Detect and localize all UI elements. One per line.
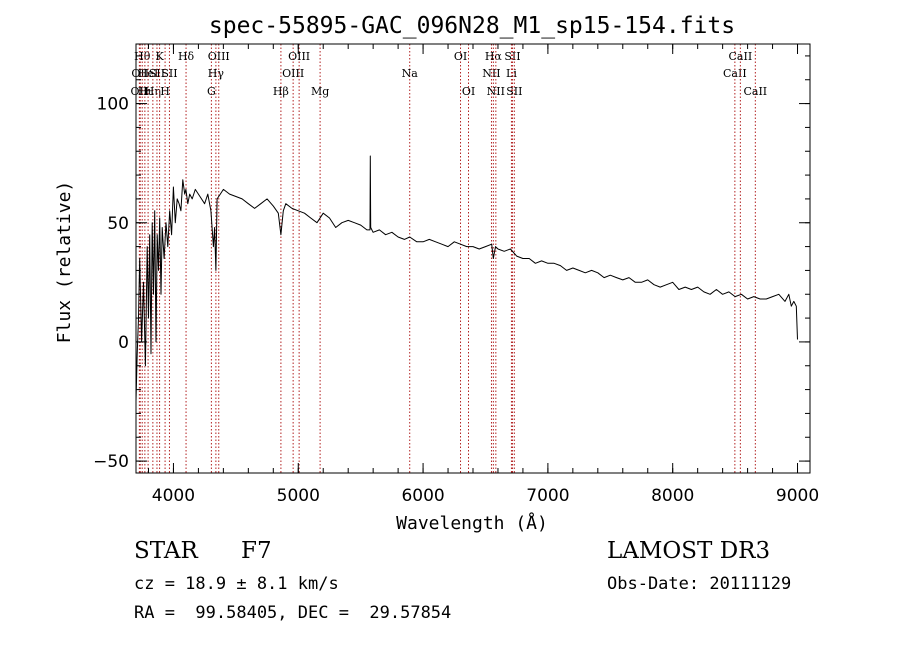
line-marker-label: Hβ xyxy=(273,85,289,98)
chart-title: spec-55895-GAC_096N28_M1_sp15-154.fits xyxy=(209,13,735,39)
line-marker-label: Hγ xyxy=(208,67,225,80)
line-markers: OIIOIIHθHιHeIHηSIIKHSIIHδGHγOIIIHβOIIIOI… xyxy=(131,44,767,473)
line-marker-label: Mg xyxy=(311,85,329,98)
x-tick-label: 4000 xyxy=(152,486,195,506)
line-marker-label: OIII xyxy=(208,50,230,63)
x-tick-label: 7000 xyxy=(526,486,569,506)
line-marker-label: Li xyxy=(506,67,517,80)
x-axis-label: Wavelength (Å) xyxy=(396,512,548,534)
y-tick-label: 100 xyxy=(97,95,129,115)
x-tick-label: 6000 xyxy=(401,486,444,506)
line-marker-label: SII xyxy=(506,85,522,98)
y-tick-label: 50 xyxy=(107,214,129,234)
line-marker-label: Hδ xyxy=(178,50,195,63)
line-marker-label: CaII xyxy=(743,85,767,98)
line-marker-label: CaII xyxy=(723,67,747,80)
velocity-readout: cz = 18.9 ± 8.1 km/s xyxy=(134,574,339,594)
object-class: STAR xyxy=(134,538,198,564)
line-marker-label: H xyxy=(160,85,170,98)
series-layer xyxy=(135,155,798,402)
line-marker-label: Hα xyxy=(485,50,503,63)
line-marker-label: NII xyxy=(482,67,500,80)
axes: 4000 5000 6000 7000 8000 9000 −50 0 50 100 xyxy=(93,43,819,506)
line-marker-label: SII xyxy=(161,67,177,80)
line-marker-label: SII xyxy=(504,50,520,63)
line-marker-label: SII xyxy=(149,67,165,80)
coordinates: RA = 99.58405, DEC = 29.57854 xyxy=(134,603,452,623)
plot-frame xyxy=(135,43,811,474)
line-marker-label: CaII xyxy=(729,50,753,63)
y-axis-label: Flux (relative) xyxy=(54,181,75,344)
line-marker-label: NII xyxy=(487,85,505,98)
object-subclass: F7 xyxy=(241,538,272,564)
x-tick-label: 8000 xyxy=(651,486,694,506)
y-tick-label: −50 xyxy=(93,452,129,472)
line-marker-label: OI xyxy=(454,50,467,63)
line-marker-label: OIII xyxy=(288,50,310,63)
x-tick-label: 5000 xyxy=(277,486,320,506)
line-marker-label: OII xyxy=(131,85,149,98)
survey-name: LAMOST DR3 xyxy=(607,538,771,564)
line-marker-label: K xyxy=(155,50,164,63)
spectrum-chart: spec-55895-GAC_096N28_M1_sp15-154.fits F… xyxy=(54,13,819,534)
obs-date: Obs-Date: 20111129 xyxy=(607,574,792,594)
x-tick-label: 9000 xyxy=(776,486,819,506)
line-marker-label: OIII xyxy=(282,67,304,80)
line-marker-label: Hη xyxy=(145,85,161,98)
line-marker-label: Hι xyxy=(138,85,152,98)
y-tick-label: 0 xyxy=(118,333,129,353)
line-marker-label: Hθ xyxy=(134,50,151,63)
line-marker-label: Na xyxy=(402,67,419,80)
spectrum-line xyxy=(135,155,798,402)
line-marker-label: OI xyxy=(462,85,475,98)
line-marker-label: G xyxy=(207,85,216,98)
